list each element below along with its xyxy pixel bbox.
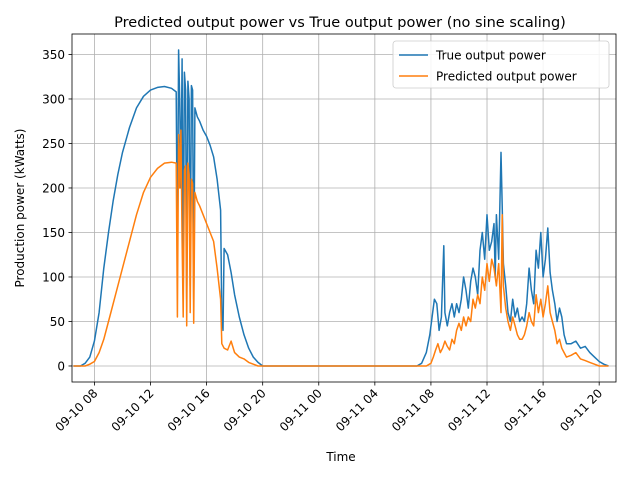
x-tick-label: 09-10 16 bbox=[165, 386, 213, 434]
grid bbox=[72, 34, 616, 382]
y-tick-label: 0 bbox=[57, 359, 65, 373]
x-tick-label: 09-11 20 bbox=[557, 386, 605, 434]
x-axis-label: Time bbox=[325, 450, 355, 464]
x-axis: 09-10 08 09-10 12 09-10 16 09-10 20 09-11 00… bbox=[53, 382, 605, 434]
y-axis-label: Production power (kWatts) bbox=[13, 129, 27, 288]
plot-area bbox=[73, 49, 609, 367]
x-tick-label: 09-11 16 bbox=[501, 386, 549, 434]
x-tick-label: 09-10 12 bbox=[109, 386, 157, 434]
legend-label-1: True output power bbox=[435, 48, 546, 62]
y-tick-label: 100 bbox=[42, 270, 65, 284]
y-tick-label: 150 bbox=[42, 226, 65, 240]
x-tick-label: 09-11 00 bbox=[277, 386, 325, 434]
y-tick-label: 300 bbox=[42, 92, 65, 106]
y-tick-label: 50 bbox=[50, 315, 65, 329]
chart-title: Predicted output power vs True output po… bbox=[114, 15, 566, 31]
x-tick-label: 09-11 04 bbox=[333, 386, 381, 434]
series-line-1 bbox=[73, 49, 609, 367]
series-line-2 bbox=[73, 129, 609, 367]
legend-box bbox=[392, 40, 610, 89]
x-tick-label: 09-10 08 bbox=[53, 386, 101, 434]
x-tick-label: 09-11 12 bbox=[445, 386, 493, 434]
y-tick-label: 200 bbox=[42, 181, 65, 195]
legend: True output power Predicted output power bbox=[392, 40, 610, 89]
plot-frame bbox=[71, 33, 617, 383]
x-tick-label: 09-11 08 bbox=[389, 386, 437, 434]
y-tick-label: 250 bbox=[42, 137, 65, 151]
y-axis: 0 50 100 150 200 250 300 350 bbox=[42, 48, 72, 373]
legend-label-2: Predicted output power bbox=[436, 69, 577, 83]
x-tick-label: 09-10 20 bbox=[221, 386, 269, 434]
y-tick-label: 350 bbox=[42, 48, 65, 62]
